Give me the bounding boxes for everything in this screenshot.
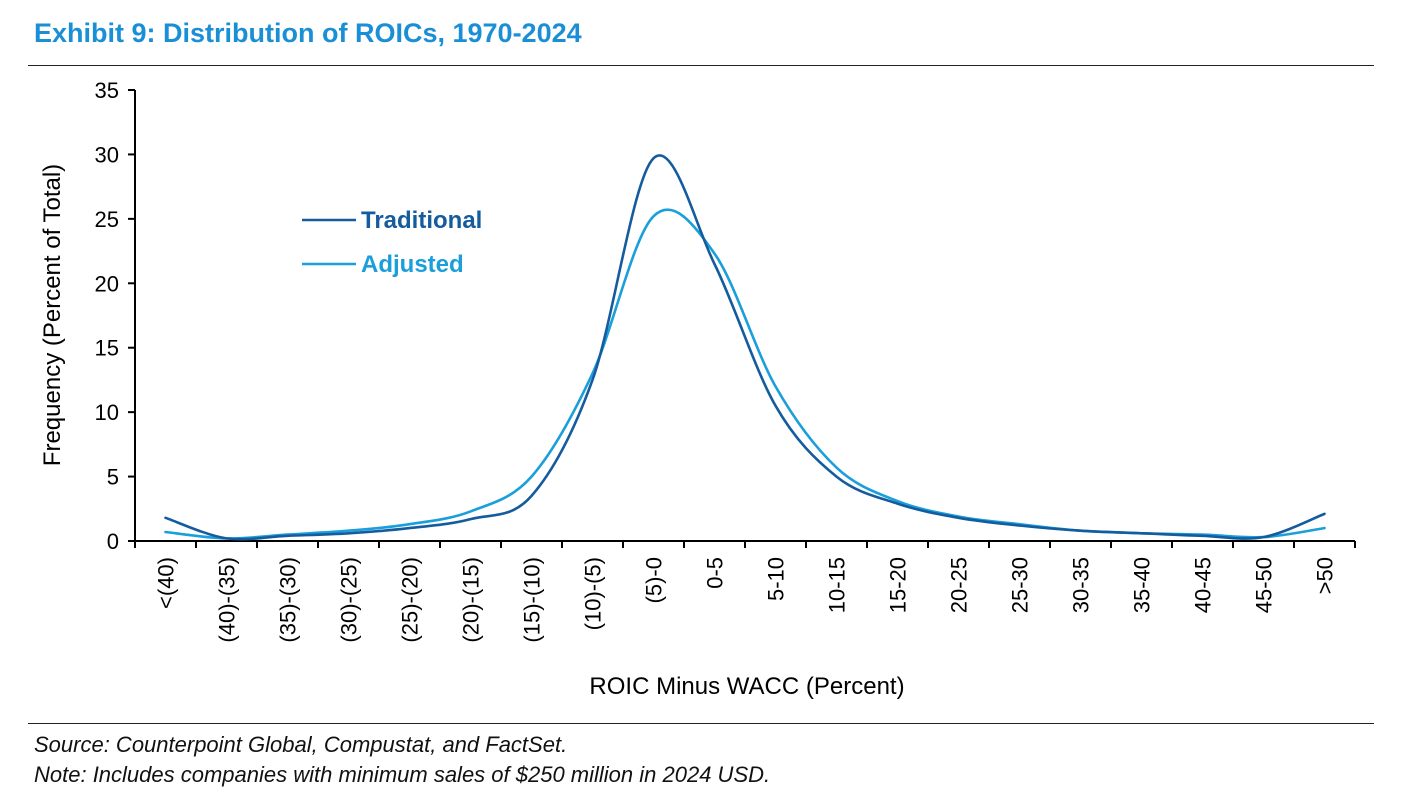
x-axis-label: ROIC Minus WACC (Percent) xyxy=(589,673,904,700)
footnote: Note: Includes companies with minimum sa… xyxy=(34,762,771,787)
x-tick-label: (35)-(30) xyxy=(276,557,301,643)
x-tick-labels: <(40) (40)-(35) (35)-(30) (30)-(25) (25)-(20… xyxy=(134,541,1356,643)
x-tick-label: (30)-(25) xyxy=(337,557,362,643)
x-tick-label: 40-45 xyxy=(1191,557,1216,613)
x-tick-label: 5-10 xyxy=(764,557,789,601)
x-tick-label: 45-50 xyxy=(1252,557,1277,613)
y-tick-labels: 0 5 10 15 20 25 30 35 xyxy=(95,78,135,554)
y-tick-label: 35 xyxy=(95,78,119,103)
x-tick-label: (40)-(35) xyxy=(215,557,240,643)
x-tick-label: >50 xyxy=(1313,557,1338,594)
x-tick-label: 35-40 xyxy=(1130,557,1155,613)
x-tick-label: (25)-(20) xyxy=(398,557,423,643)
series-line-adjusted xyxy=(164,208,1326,540)
legend-label-adjusted: Adjusted xyxy=(361,251,464,278)
x-tick-label: (10)-(5) xyxy=(581,557,606,630)
top-divider xyxy=(28,65,1374,66)
x-tick-label: 30-35 xyxy=(1069,557,1094,613)
series-lines xyxy=(164,154,1326,541)
bottom-divider xyxy=(28,723,1374,724)
x-tick-label: 20-25 xyxy=(947,557,972,613)
x-tick-label: (20)-(15) xyxy=(459,557,484,643)
legend: Traditional Adjusted xyxy=(302,207,482,278)
y-tick-label: 5 xyxy=(107,465,119,490)
y-tick-label: 10 xyxy=(95,400,119,425)
legend-label-traditional: Traditional xyxy=(361,207,482,234)
x-tick-label: <(40) xyxy=(154,557,179,609)
series-line-traditional xyxy=(164,154,1326,541)
x-tick-label: 15-20 xyxy=(886,557,911,613)
y-tick-label: 15 xyxy=(95,336,119,361)
x-tick-label: (5)-0 xyxy=(642,557,667,603)
x-tick-label: 25-30 xyxy=(1008,557,1033,613)
x-tick-label: (15)-(10) xyxy=(520,557,545,643)
chart-title: Exhibit 9: Distribution of ROICs, 1970-2… xyxy=(34,18,582,48)
x-tick-label: 10-15 xyxy=(825,557,850,613)
y-tick-label: 25 xyxy=(95,207,119,232)
source-note: Source: Counterpoint Global, Compustat, … xyxy=(34,732,568,757)
roic-distribution-chart: <(40) (40)-(35) (35)-(30) (30)-(25) (25)-(20… xyxy=(39,78,1356,700)
x-tick-label: 0-5 xyxy=(703,557,728,589)
y-tick-label: 30 xyxy=(95,142,119,167)
y-axis-label: Frequency (Percent of Total) xyxy=(39,164,66,466)
y-tick-label: 20 xyxy=(95,271,119,296)
y-tick-label: 0 xyxy=(107,529,119,554)
